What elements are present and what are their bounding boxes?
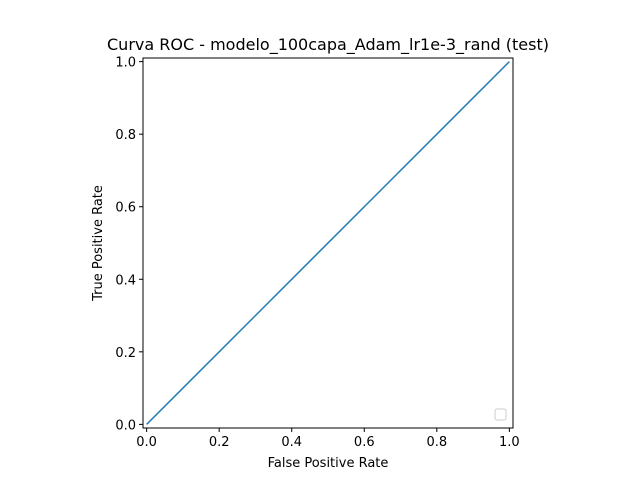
y-tick-label: 0.0 <box>115 418 136 433</box>
y-tick-label: 0.6 <box>115 201 136 216</box>
legend-box <box>494 408 507 421</box>
roc-curve-line <box>146 61 510 425</box>
y-tick-label: 1.0 <box>115 56 136 71</box>
x-axis-label: False Positive Rate <box>268 456 389 471</box>
x-tick-label: 0.6 <box>354 435 375 450</box>
x-tick-label: 1.0 <box>499 435 520 450</box>
x-axis: 0.0 0.2 0.4 0.6 0.8 1.0 <box>136 428 520 450</box>
y-axis: 0.0 0.2 0.4 0.6 0.8 1.0 <box>115 56 143 433</box>
chart-title: Curva ROC - modelo_100capa_Adam_lr1e-3_r… <box>107 35 549 55</box>
y-axis-label: True Positive Rate <box>91 185 106 302</box>
y-tick-label: 0.8 <box>115 128 136 143</box>
series-layer <box>146 61 510 425</box>
x-tick-label: 0.0 <box>136 435 157 450</box>
y-tick-label: 0.4 <box>115 273 136 288</box>
plot-frame <box>142 57 514 429</box>
y-tick-label: 0.2 <box>115 346 136 361</box>
x-tick-label: 0.8 <box>426 435 447 450</box>
x-tick-label: 0.2 <box>209 435 230 450</box>
x-tick-label: 0.4 <box>281 435 302 450</box>
